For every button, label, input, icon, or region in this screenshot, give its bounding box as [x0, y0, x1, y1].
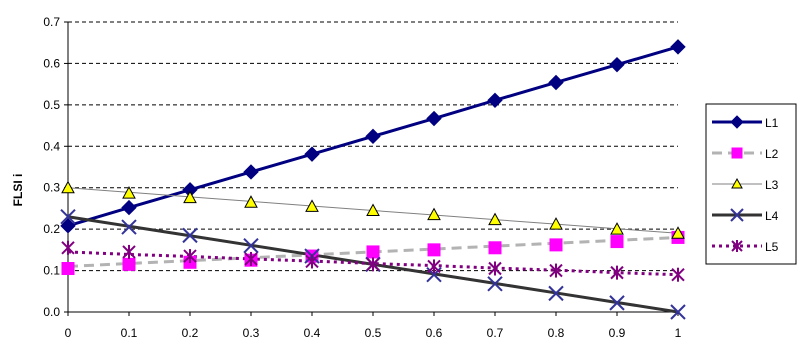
point-l4 — [60, 209, 76, 225]
point-l3 — [549, 217, 563, 230]
legend-label-l1: L1 — [765, 116, 779, 130]
y-tick-label: 0.5 — [43, 98, 60, 112]
point-l1 — [426, 110, 442, 127]
y-tick-label: 0.1 — [43, 264, 60, 278]
gridlines — [68, 21, 678, 272]
point-l5 — [183, 249, 197, 264]
point-l5 — [305, 254, 319, 269]
legend-label-l3: L3 — [765, 178, 779, 192]
point-l2 — [427, 243, 441, 257]
x-tick-label: 0.6 — [426, 326, 443, 340]
y-tick-label: 0.7 — [43, 15, 60, 29]
legend-marker-l3 — [731, 177, 743, 189]
point-l5 — [244, 251, 258, 266]
point-l2 — [488, 241, 502, 255]
y-tick-label: 0.0 — [43, 305, 60, 319]
point-l5 — [671, 267, 685, 282]
x-tick-label: 0.5 — [365, 326, 382, 340]
point-l4 — [609, 295, 625, 311]
point-l1 — [60, 218, 76, 234]
x-tick-label: 0 — [65, 326, 72, 340]
x-tick-label: 0.2 — [182, 326, 199, 340]
point-l3 — [427, 207, 441, 221]
point-l4 — [487, 276, 503, 292]
point-l5 — [610, 265, 624, 280]
point-l3 — [305, 199, 319, 212]
point-l3 — [610, 222, 624, 235]
point-l3 — [122, 186, 136, 199]
point-l1 — [548, 74, 564, 91]
point-l1 — [304, 146, 320, 162]
x-tick-label: 0.3 — [243, 326, 260, 340]
point-l3 — [488, 212, 502, 226]
legend-label-l5: L5 — [765, 240, 779, 254]
point-l4 — [182, 227, 198, 244]
point-l5 — [427, 259, 441, 274]
point-l2 — [122, 257, 136, 271]
point-l1 — [609, 56, 625, 73]
x-tick-label: 0.4 — [304, 326, 321, 340]
y-tick-label: 0.3 — [43, 181, 60, 195]
point-l2 — [610, 235, 624, 249]
legend-marker-l5 — [731, 240, 743, 252]
x-tick-label: 0.1 — [121, 326, 138, 340]
point-l5 — [549, 263, 563, 278]
point-l5 — [366, 257, 380, 272]
point-l3 — [61, 180, 75, 194]
x-tick-label: 0.9 — [609, 326, 626, 340]
legend-label-l4: L4 — [765, 209, 779, 223]
y-tick-label: 0.2 — [43, 222, 60, 236]
point-l4 — [670, 304, 686, 320]
point-l1 — [365, 128, 381, 145]
point-l2 — [549, 238, 563, 252]
legend: L1 L2 L3 L4 L5 — [712, 115, 779, 254]
point-l4 — [548, 285, 564, 302]
x-tick-labels: 0 0.1 0.2 0.3 0.4 0.5 0.6 0.7 0.8 0.9 1 — [65, 326, 682, 340]
point-l5 — [61, 240, 75, 255]
point-l1 — [243, 164, 259, 180]
x-tick-label: 0.8 — [548, 326, 565, 340]
point-l3 — [671, 226, 685, 239]
point-l5 — [122, 244, 136, 259]
point-l3 — [244, 195, 258, 208]
point-l4 — [243, 238, 259, 254]
point-l3 — [366, 203, 380, 216]
legend-marker-l2 — [731, 147, 743, 159]
point-l1 — [121, 199, 137, 216]
point-l2 — [61, 262, 75, 275]
point-l1 — [487, 92, 503, 109]
point-l2 — [366, 245, 380, 259]
y-tick-label: 0.4 — [43, 139, 60, 153]
series-lines — [67, 45, 679, 314]
point-l5 — [488, 261, 502, 276]
y-tick-label: 0.6 — [43, 56, 60, 70]
legend-marker-l4 — [730, 208, 744, 222]
point-l3 — [183, 190, 197, 204]
series-markers — [60, 39, 686, 320]
legend-label-l2: L2 — [765, 147, 779, 161]
y-axis-label: FLSI i — [11, 174, 25, 207]
point-l1 — [670, 39, 686, 55]
x-tick-label: 1 — [675, 326, 682, 340]
x-tick-label: 0.7 — [487, 326, 504, 340]
point-l4 — [121, 219, 137, 235]
legend-marker-l1 — [730, 115, 744, 129]
y-tick-labels: 0.0 0.1 0.2 0.3 0.4 0.5 0.6 0.7 — [43, 15, 60, 319]
